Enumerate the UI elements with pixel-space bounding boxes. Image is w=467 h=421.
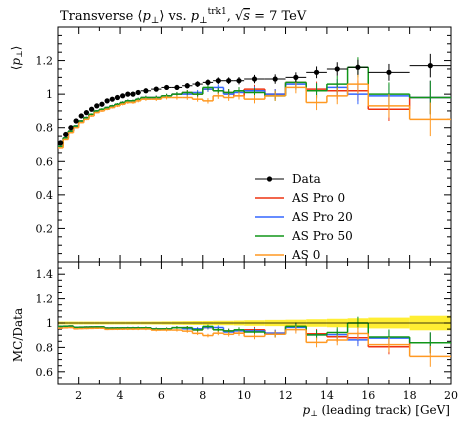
- x-tick-label: 20: [444, 389, 458, 402]
- data-point: [355, 64, 361, 70]
- data-point: [57, 140, 64, 146]
- data-point: [114, 94, 121, 101]
- x-tick-label: 16: [361, 389, 375, 402]
- legend-label: Data: [292, 172, 321, 186]
- data-point: [272, 76, 278, 82]
- data-point: [143, 88, 149, 94]
- x-tick-label: 8: [199, 389, 206, 402]
- svg-text:p⊥ (leading track) [GeV]: p⊥ (leading track) [GeV]: [303, 403, 450, 418]
- legend-label: AS Pro 20: [291, 210, 353, 224]
- y-tick-label: 0.6: [36, 155, 54, 168]
- ratio-y-tick-label: 0.8: [36, 341, 54, 354]
- main-plot-frame: [57, 26, 452, 263]
- series-3-ratio: [58, 325, 451, 367]
- data-point: [293, 74, 299, 80]
- data-point: [125, 91, 131, 97]
- x-tick-label: 10: [237, 389, 251, 402]
- data-point: [153, 86, 159, 92]
- data-point: [99, 101, 105, 107]
- series-2-ratio: [58, 316, 451, 354]
- data-point: [334, 66, 340, 72]
- data-point: [215, 78, 221, 84]
- ratio-y-tick-label: 1: [46, 317, 53, 330]
- legend: Data AS Pro 0 AS Pro 20 AS Pro 50 AS 0: [255, 172, 353, 262]
- y-tick-label: 1: [46, 88, 53, 101]
- data-point: [313, 69, 320, 75]
- data-series: [57, 53, 451, 146]
- y-axis-label: ⟨p⊥⟩: [9, 46, 24, 71]
- data-point: [104, 98, 110, 104]
- x-tick-label: 4: [117, 389, 124, 402]
- chart-title: Transverse ⟨p⊥⟩ vs. p⊥trk1, √s = 7 TeV: [60, 7, 307, 26]
- legend-label: AS Pro 0: [291, 191, 345, 205]
- legend-label: AS Pro 50: [291, 229, 353, 243]
- series-2-main: [58, 57, 451, 147]
- data-point: [386, 69, 392, 75]
- ratio-y-tick-label: 1.4: [36, 268, 54, 281]
- series-3-main: [58, 74, 451, 149]
- data-point: [94, 103, 100, 109]
- y-tick-label: 0.8: [36, 122, 54, 135]
- data-point: [120, 93, 126, 99]
- data-point: [135, 89, 141, 96]
- ratio-y-tick-label: 0.6: [36, 366, 54, 379]
- legend-marker: [266, 176, 273, 182]
- data-point: [83, 110, 90, 116]
- data-point: [68, 125, 74, 131]
- data-point: [89, 106, 95, 112]
- y-tick-label: 0.4: [36, 189, 54, 202]
- data-point: [163, 84, 170, 91]
- data-point: [130, 91, 136, 97]
- y-tick-label: 0.2: [36, 222, 54, 235]
- x-tick-label: 18: [403, 389, 417, 402]
- data-point: [184, 83, 190, 89]
- data-point: [226, 78, 232, 84]
- data-point: [205, 79, 211, 85]
- data-point: [427, 63, 433, 69]
- ratio-y-axis-label: MC/Data: [11, 308, 25, 362]
- x-tick-label: 14: [320, 389, 334, 402]
- x-axis-label: p⊥ (leading track) [GeV]: [303, 403, 450, 418]
- data-point: [109, 96, 115, 102]
- data-point: [174, 84, 180, 91]
- data-point: [195, 81, 201, 87]
- data-point: [236, 78, 242, 84]
- legend-label: AS 0: [291, 248, 320, 262]
- data-point: [73, 118, 79, 124]
- data-point: [78, 113, 84, 119]
- svg-text:⟨p⊥⟩: ⟨p⊥⟩: [9, 46, 24, 71]
- x-tick-label: 6: [158, 389, 165, 402]
- data-point: [63, 131, 69, 138]
- svg-text:Transverse ⟨p⊥⟩ vs. p⊥trk1, √s: Transverse ⟨p⊥⟩ vs. p⊥trk1, √s = 7 TeV: [60, 7, 307, 26]
- x-tick-label: 2: [75, 389, 82, 402]
- data-point: [251, 76, 258, 82]
- y-tick-label: 1.2: [36, 55, 54, 68]
- x-tick-label: 12: [279, 389, 293, 402]
- ratio-y-tick-label: 1.2: [36, 293, 54, 306]
